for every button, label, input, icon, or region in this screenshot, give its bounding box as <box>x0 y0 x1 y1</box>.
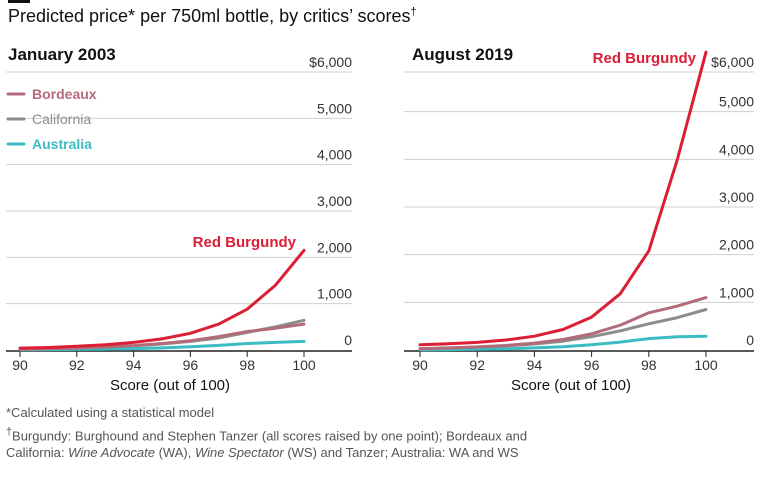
chart-title: Predicted price* per 750ml bottle, by cr… <box>8 6 417 27</box>
y-tick-label: 2,000 <box>719 237 754 253</box>
y-tick-label: 5,000 <box>719 94 754 110</box>
series-line-red-burgundy <box>418 50 708 347</box>
series-line-red-burgundy <box>18 248 306 350</box>
y-tick-label: $6,000 <box>309 54 352 70</box>
series-line-bordeaux <box>418 296 708 351</box>
x-tick-label: 100 <box>292 357 316 373</box>
x-tick-label: 90 <box>412 357 428 373</box>
y-tick-label: 3,000 <box>719 189 754 205</box>
x-tick-label: 98 <box>641 357 657 373</box>
y-tick-label: 4,000 <box>317 147 352 163</box>
x-tick-label: 94 <box>527 357 543 373</box>
x-tick-label: 96 <box>584 357 600 373</box>
label-red-burgundy: Red Burgundy <box>193 234 297 251</box>
panel-title: August 2019 <box>412 45 513 64</box>
label-red-burgundy: Red Burgundy <box>593 50 697 67</box>
footnote-wine-spectator: Wine Spectator <box>194 445 284 460</box>
y-tick-label: $6,000 <box>711 54 754 70</box>
x-tick-label: 94 <box>126 357 142 373</box>
footnote-text-b: (WA), <box>154 445 195 460</box>
x-axis-title: Score (out of 100) <box>110 377 230 394</box>
y-tick-label: 1,000 <box>719 284 754 300</box>
series-line-australia <box>418 334 708 352</box>
x-tick-label: 98 <box>239 357 255 373</box>
title-footnote-mark: † <box>410 6 417 18</box>
y-tick-label: 0 <box>746 332 754 348</box>
footnote-sources-mark: † <box>6 426 13 438</box>
footnote-text-c: (WS) and Tanzer; Australia: WA and WS <box>283 445 519 460</box>
footnote-sources-text: Burgundy: Burghound and Stephen Tanzer (… <box>12 428 528 444</box>
y-tick-label: 1,000 <box>317 286 352 302</box>
panel-august-2019: August 2019 $6,000 5,000 4,000 3,000 2,000 1,0… <box>404 45 754 394</box>
top-rule <box>8 0 30 3</box>
legend-label-bordeaux: Bordeaux <box>32 86 97 102</box>
chart-title-text: Predicted price* per 750ml bottle, by cr… <box>8 6 411 26</box>
footnote-sources: †Burgundy: Burghound and Stephen Tanzer … <box>6 426 527 443</box>
footnote-sources-cont: California: Wine Advocate (WA), Wine Spe… <box>6 445 519 460</box>
y-tick-label: 3,000 <box>317 193 352 209</box>
x-tick-label: 96 <box>183 357 199 373</box>
x-axis-title: Score (out of 100) <box>511 377 631 394</box>
legend-label-california: California <box>32 111 91 127</box>
y-tick-label: 4,000 <box>719 141 754 157</box>
panel-title: January 2003 <box>8 45 116 64</box>
y-tick-label: 2,000 <box>317 239 352 255</box>
x-tick-label: 92 <box>69 357 85 373</box>
y-tick-label: 5,000 <box>317 100 352 116</box>
y-tick-label: 0 <box>344 332 352 348</box>
x-tick-label: 100 <box>694 357 718 373</box>
footnote-text-a: California: <box>6 445 69 460</box>
footnote-model: *Calculated using a statistical model <box>6 405 214 420</box>
footnote-wine-advocate: Wine Advocate <box>68 445 155 460</box>
x-tick-label: 90 <box>12 357 28 373</box>
legend-label-australia: Australia <box>32 136 92 152</box>
footnote-model-text: *Calculated using a statistical model <box>6 405 215 420</box>
x-tick-label: 92 <box>469 357 485 373</box>
panel-january-2003: January 2003 $6,000 5,000 4,000 3,000 2,000 1,… <box>6 45 352 394</box>
